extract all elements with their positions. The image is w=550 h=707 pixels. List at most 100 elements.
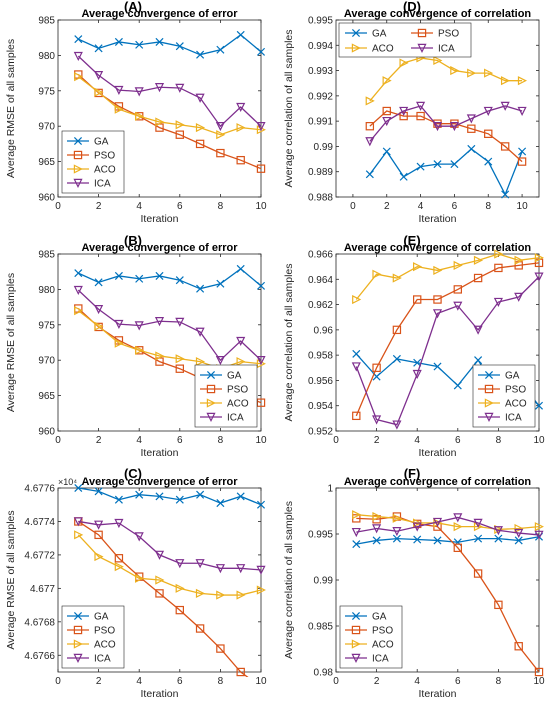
data-point-aco [175,120,185,130]
data-point-ica [215,356,225,366]
data-point-ga [256,500,266,509]
data-point-pso [517,157,527,166]
legend-label: ACO [372,640,394,651]
legend-label: GA [227,371,242,382]
legend-marker-pso [206,384,216,394]
x-tick-label: 6 [455,435,461,446]
data-point-aco [534,253,544,263]
data-point-ica [534,272,544,282]
data-point-ga [135,40,144,49]
data-point-ga [256,47,266,56]
data-point-aco [453,522,463,532]
legend-box [61,605,125,669]
chart-title: Average convergence of correlation [344,8,532,20]
legend-marker-ica [73,653,83,663]
data-point-pso [352,411,361,421]
data-point-ga [74,35,83,44]
series-line-pso [77,74,262,170]
data-point-ica [73,517,83,527]
legend-box [338,22,472,58]
x-tick-label: 4 [418,201,424,212]
legend-item: ACO [345,43,394,55]
data-point-aco [94,87,104,97]
data-point-pso [195,624,205,633]
chart-title: Average convergence of correlation [344,476,532,488]
legend-marker-ica [206,412,216,422]
y-axis-label: Average RMSE of all samples [5,273,17,412]
series-line-pso [77,520,249,677]
data-point-pso [216,148,225,158]
data-point-pso [195,139,205,149]
data-point-aco [216,130,226,140]
data-point-aco [135,345,145,355]
data-point-ga [352,540,361,549]
x-tick-label: 0 [333,435,339,446]
legend-label: PSO [227,385,248,396]
legend-marker-aco [484,398,494,408]
data-point-pso [399,111,408,121]
data-point-ga [399,172,408,181]
data-point-aco [517,76,528,86]
legend-label: ICA [227,413,244,424]
data-point-pso [453,543,463,553]
data-point-ga [94,278,103,287]
data-point-ga [94,44,103,53]
y-tick-label: 980 [38,285,55,296]
data-point-ica [483,106,493,116]
data-point-ga [433,362,442,371]
x-tick-label: 8 [218,435,224,446]
y-tick-label: 985 [38,250,55,261]
y-tick-label: 4.677 [30,584,55,595]
y-tick-label: 0.958 [308,351,333,362]
legend-marker-ica [484,412,494,422]
data-point-aco [74,530,84,540]
y-axis-label: Average RMSE of all samples [5,510,17,649]
series-line-aco [369,57,523,102]
chart-panel: (B)Average convergence of error 0 2 4 6 8 10 96… [5,233,267,459]
y-tick-label: 0.952 [308,427,333,438]
legend-item: ACO [67,164,116,176]
data-point-pso [114,554,124,563]
x-tick-label: 4 [136,676,142,687]
legend-label: ACO [372,44,394,55]
legend-label: ICA [372,654,389,665]
panel-label: (A) [124,0,142,14]
data-point-ica [134,532,144,542]
legend-item: ACO [478,398,527,410]
data-point-ga [135,490,144,499]
chart-panel: (E)Average convergence of correlation 0 2 4… [283,233,545,459]
y-tick-label: 0.956 [308,376,333,387]
y-tick-label: 0.988 [308,193,333,204]
legend-label: GA [372,612,387,623]
chart-panel: (D)Average convergence of correlation 0 2 4… [283,0,540,225]
legend-label: PSO [372,626,393,637]
data-point-pso [382,106,391,116]
data-point-aco [236,123,246,133]
data-point-ica [514,528,524,539]
y-tick-label: 0.98 [314,668,334,679]
x-tick-label: 0 [55,676,61,687]
series-line-aco [77,76,262,136]
data-point-pso [416,111,425,121]
data-point-aco [94,552,104,562]
data-point-ica [154,83,165,93]
y-tick-label: 960 [38,427,55,438]
data-point-ica [449,122,459,132]
data-point-aco [413,262,423,272]
legend-item: GA [478,371,520,382]
data-point-aco [74,306,84,316]
data-point-pso [453,285,463,294]
data-point-aco [256,125,266,135]
x-tick-label: 6 [177,676,183,687]
legend-box [61,130,125,194]
data-point-pso [216,644,225,653]
y-tick-label: 0.966 [308,250,333,261]
x-tick-label: 2 [384,201,390,212]
x-tick-label: 0 [333,676,339,687]
data-point-ica [365,137,375,147]
data-point-pso [473,569,483,578]
legend-marker-ica [351,653,361,663]
y-tick-label: 1 [327,484,333,495]
y-tick-label: 0.992 [308,91,333,102]
